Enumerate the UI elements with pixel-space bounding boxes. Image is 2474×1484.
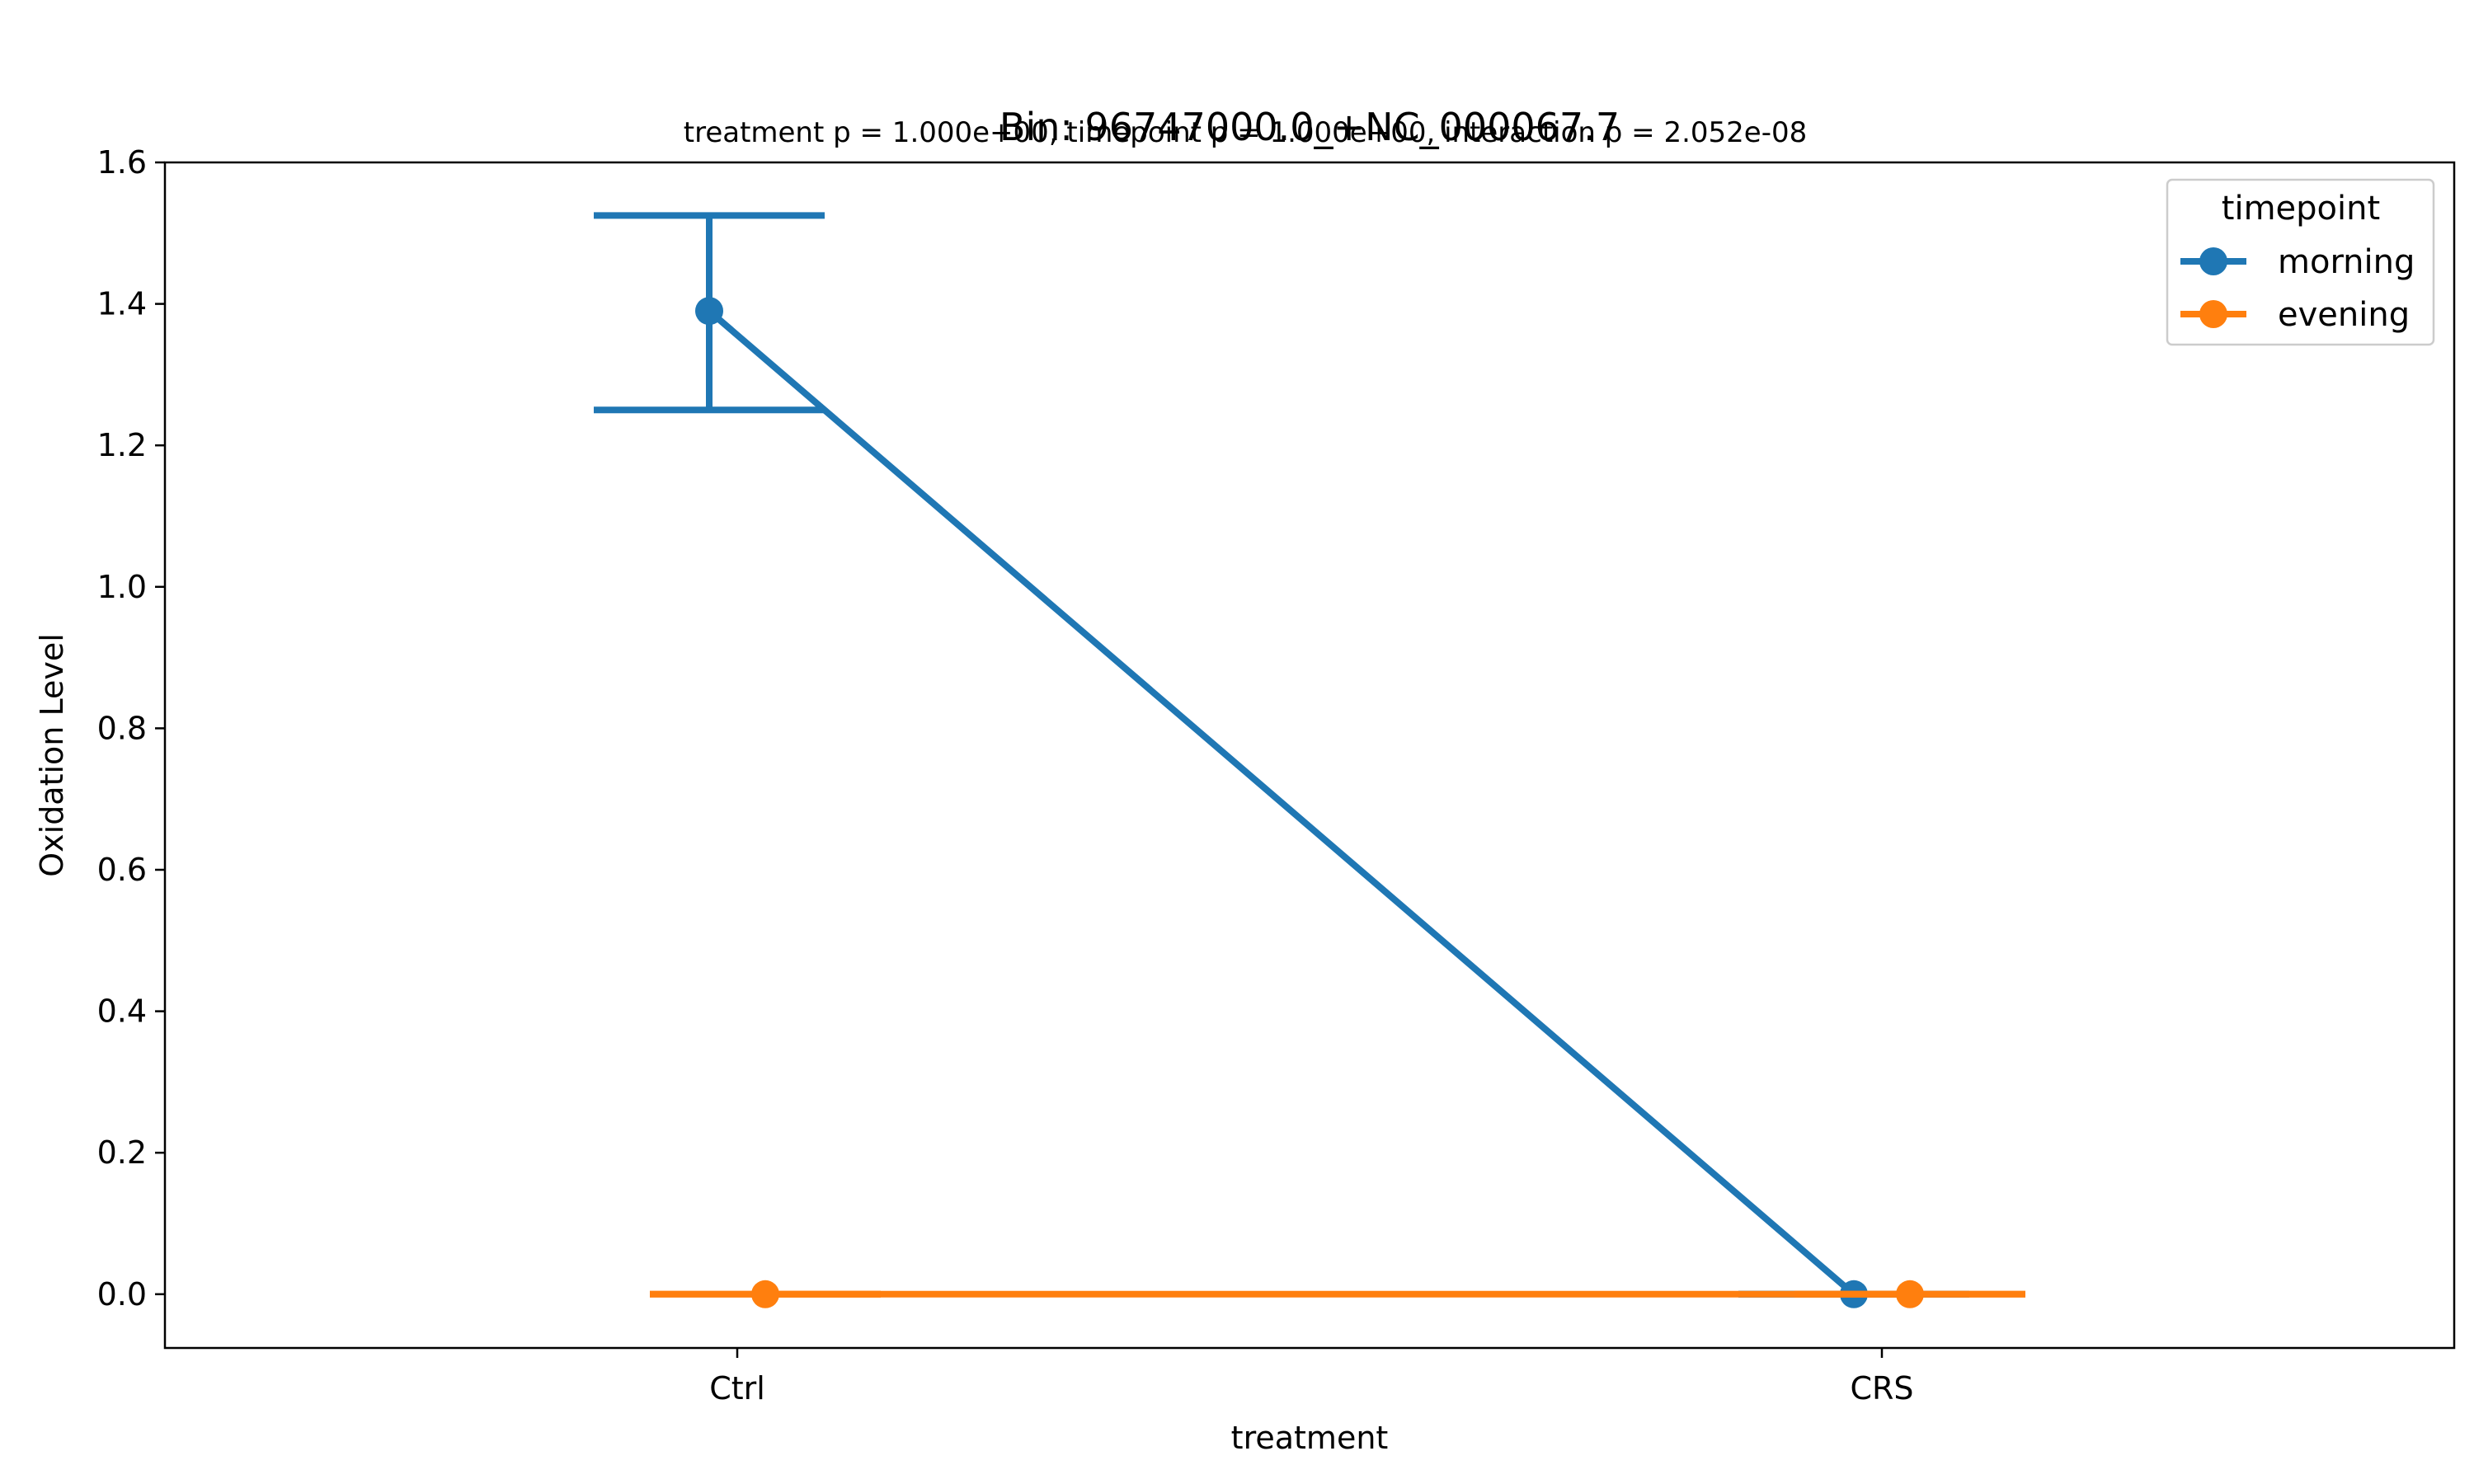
plot-marks — [594, 212, 2025, 1308]
x-axis: Ctrl CRS — [709, 1348, 1914, 1407]
x-tick-label: Ctrl — [709, 1370, 765, 1407]
y-tick-label: 0.6 — [97, 852, 147, 888]
legend-marker-morning — [2199, 247, 2227, 275]
legend-box — [2166, 178, 2435, 346]
series-line-morning — [707, 308, 1856, 1297]
x-tick-label: CRS — [1850, 1370, 1913, 1407]
y-tick-label: 1.4 — [97, 286, 147, 322]
data-point-evening — [1896, 1280, 1924, 1308]
y-tick-label: 0.8 — [97, 710, 147, 746]
y-tick-label: 1.2 — [97, 427, 147, 463]
x-axis-label: treatment — [1231, 1420, 1389, 1456]
y-tick-label: 0.0 — [97, 1276, 147, 1313]
legend-marker-evening — [2199, 300, 2227, 328]
y-tick-label: 1.0 — [97, 569, 147, 605]
legend-items: morning evening — [2180, 243, 2415, 334]
y-axis-label: Oxidation Level — [34, 633, 70, 877]
legend: timepoint morning evening — [2166, 178, 2435, 346]
legend-label-evening: evening — [2278, 296, 2410, 334]
chart-subtitle: treatment p = 1.000e+00, timepoint p = 1… — [684, 116, 1807, 149]
legend-title: timepoint — [2222, 190, 2380, 228]
y-axis: 0.0 0.2 0.4 0.6 0.8 1.0 1.2 1.4 1.6 — [97, 144, 165, 1313]
y-tick-label: 0.4 — [97, 993, 147, 1030]
legend-label-morning: morning — [2278, 243, 2415, 281]
y-tick-label: 1.6 — [97, 144, 147, 181]
data-point-morning — [695, 297, 723, 326]
plot-frame — [163, 161, 2456, 1350]
chart-title: Bin: 96747000.0_+NC_000067.7 — [999, 105, 1620, 149]
y-tick-label: 0.2 — [97, 1134, 147, 1171]
data-point-evening — [751, 1280, 779, 1308]
